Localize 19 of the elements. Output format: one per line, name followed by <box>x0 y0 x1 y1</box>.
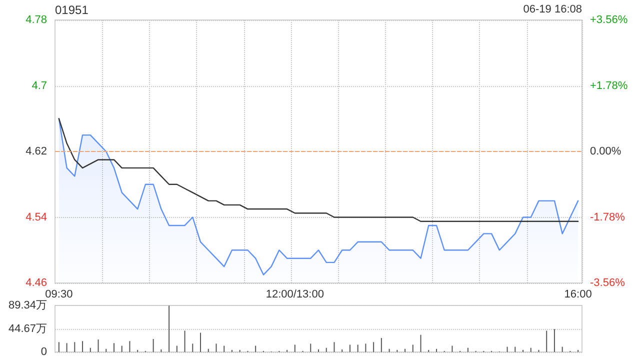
line-series <box>58 118 579 222</box>
y-tick-label: 4.46 <box>26 277 47 289</box>
text: 06-19 16:08 <box>523 4 582 16</box>
x-tick-label: 16:00 <box>564 288 592 300</box>
y-tick-label: 44.67万 <box>8 322 47 335</box>
y-tick-label: 4.78 <box>26 14 47 26</box>
y-tick-label: 4.62 <box>26 146 47 158</box>
y-tick-label: 4.54 <box>26 211 47 224</box>
y-tick-label: 89.34万 <box>8 300 47 312</box>
y2-tick-label: +1.78% <box>590 80 628 92</box>
x-tick-label: 09:30 <box>45 288 73 300</box>
y2-tick-label: -1.78% <box>590 211 626 224</box>
y2-tick-label: -3.56% <box>590 277 626 289</box>
x-tick-label: 12:00/13:00 <box>266 288 324 300</box>
chart-title: 01951 <box>55 3 89 17</box>
y-tick-label: 4.7 <box>32 80 47 92</box>
y2-tick-label: 0.00% <box>590 146 622 158</box>
y2-tick-label: +3.56% <box>590 14 628 26</box>
y-tick-label: 0 <box>40 346 47 358</box>
